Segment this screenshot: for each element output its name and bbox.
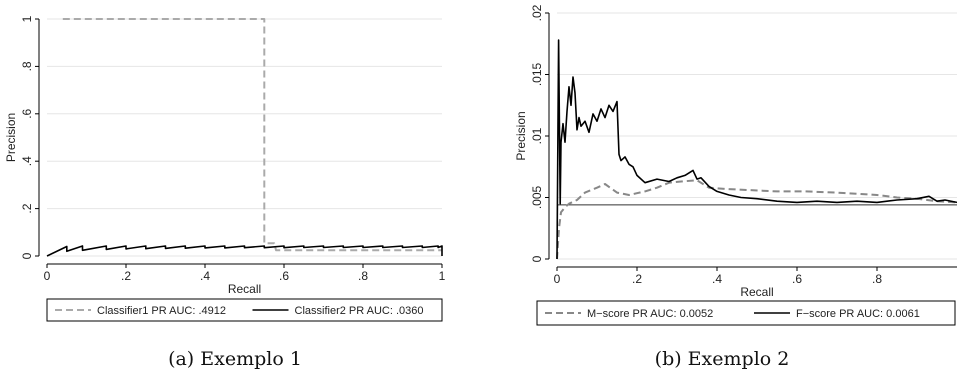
- caption-b: (b) Exemplo 2: [654, 348, 790, 370]
- y-tick-label-group: 0: [20, 252, 34, 259]
- series-line-2: [556, 39, 957, 260]
- y-tick-label: .6: [20, 108, 34, 118]
- legend-label-1: Classifier1 PR AUC: .4912: [97, 305, 226, 317]
- series-line-2: [46, 245, 443, 257]
- x-axis-title: Recall: [740, 285, 773, 299]
- y-tick-label: .2: [20, 203, 34, 213]
- y-tick-label-group: 0: [530, 255, 544, 262]
- x-tick-label: 0: [44, 269, 51, 283]
- y-tick-label-group: .6: [20, 108, 34, 118]
- y-tick-label: .015: [530, 62, 544, 86]
- y-axis-title: Precision: [514, 111, 528, 160]
- legend-label-2: Classifier2 PR AUC: .0360: [295, 305, 424, 317]
- y-tick-label-group: .005: [530, 185, 544, 209]
- legend-label-1: M−score PR AUC: 0.0052: [587, 308, 713, 320]
- legend-label-2: F−score PR AUC: 0.0061: [796, 308, 920, 320]
- x-tick-label: .2: [632, 272, 642, 286]
- y-tick-label: 1: [20, 15, 34, 22]
- x-tick-label: 1: [439, 269, 446, 283]
- y-axis-title-group: Precision: [514, 111, 528, 160]
- y-tick-label-group: .01: [530, 127, 544, 144]
- series-line-1: [556, 179, 957, 260]
- x-tick-label: .8: [872, 272, 882, 286]
- y-tick-label: 0: [530, 255, 544, 262]
- x-tick-label: .2: [121, 269, 131, 283]
- chart-panel-a: 0 .2 .4 .6 .8 1 0 .2 .4 .6 .8 1 Recall Precision Class…: [0, 0, 470, 383]
- y-tick-label: 0: [20, 252, 34, 259]
- x-tick-label: .6: [792, 272, 802, 286]
- chart-panel-b: 0 .005 .01 .015 .02 0 .2 .4 .6 .8 Recall Precision M…: [487, 0, 957, 383]
- y-tick-label: .005: [530, 185, 544, 209]
- x-tick-label: .4: [712, 272, 722, 286]
- y-axis-title-group: Precision: [4, 113, 18, 162]
- y-tick-label-group: .2: [20, 203, 34, 213]
- y-tick-label-group: .015: [530, 62, 544, 86]
- chart-a-svg: 0 .2 .4 .6 .8 1 0 .2 .4 .6 .8 1 Recall Precision Class…: [4, 15, 446, 322]
- y-axis-title: Precision: [4, 113, 18, 162]
- caption-a: (a) Exemplo 1: [168, 348, 302, 370]
- x-axis-title: Recall: [228, 282, 261, 296]
- legend-box: [46, 298, 443, 322]
- y-tick-label: .02: [530, 4, 544, 21]
- y-tick-label: .01: [530, 127, 544, 144]
- y-tick-label-group: .8: [20, 61, 34, 71]
- x-tick-label: .4: [200, 269, 210, 283]
- y-tick-label-group: .02: [530, 4, 544, 21]
- y-tick-label-group: .4: [20, 156, 34, 166]
- legend-box: [536, 300, 956, 326]
- series-line-1: [62, 18, 442, 252]
- y-tick-label: .8: [20, 61, 34, 71]
- chart-b-svg: 0 .005 .01 .015 .02 0 .2 .4 .6 .8 Recall Precision M…: [514, 4, 957, 326]
- x-tick-label: .6: [279, 269, 289, 283]
- x-tick-label: .8: [358, 269, 368, 283]
- y-tick-label-group: 1: [20, 15, 34, 22]
- x-tick-label: 0: [554, 272, 561, 286]
- y-tick-label: .4: [20, 156, 34, 166]
